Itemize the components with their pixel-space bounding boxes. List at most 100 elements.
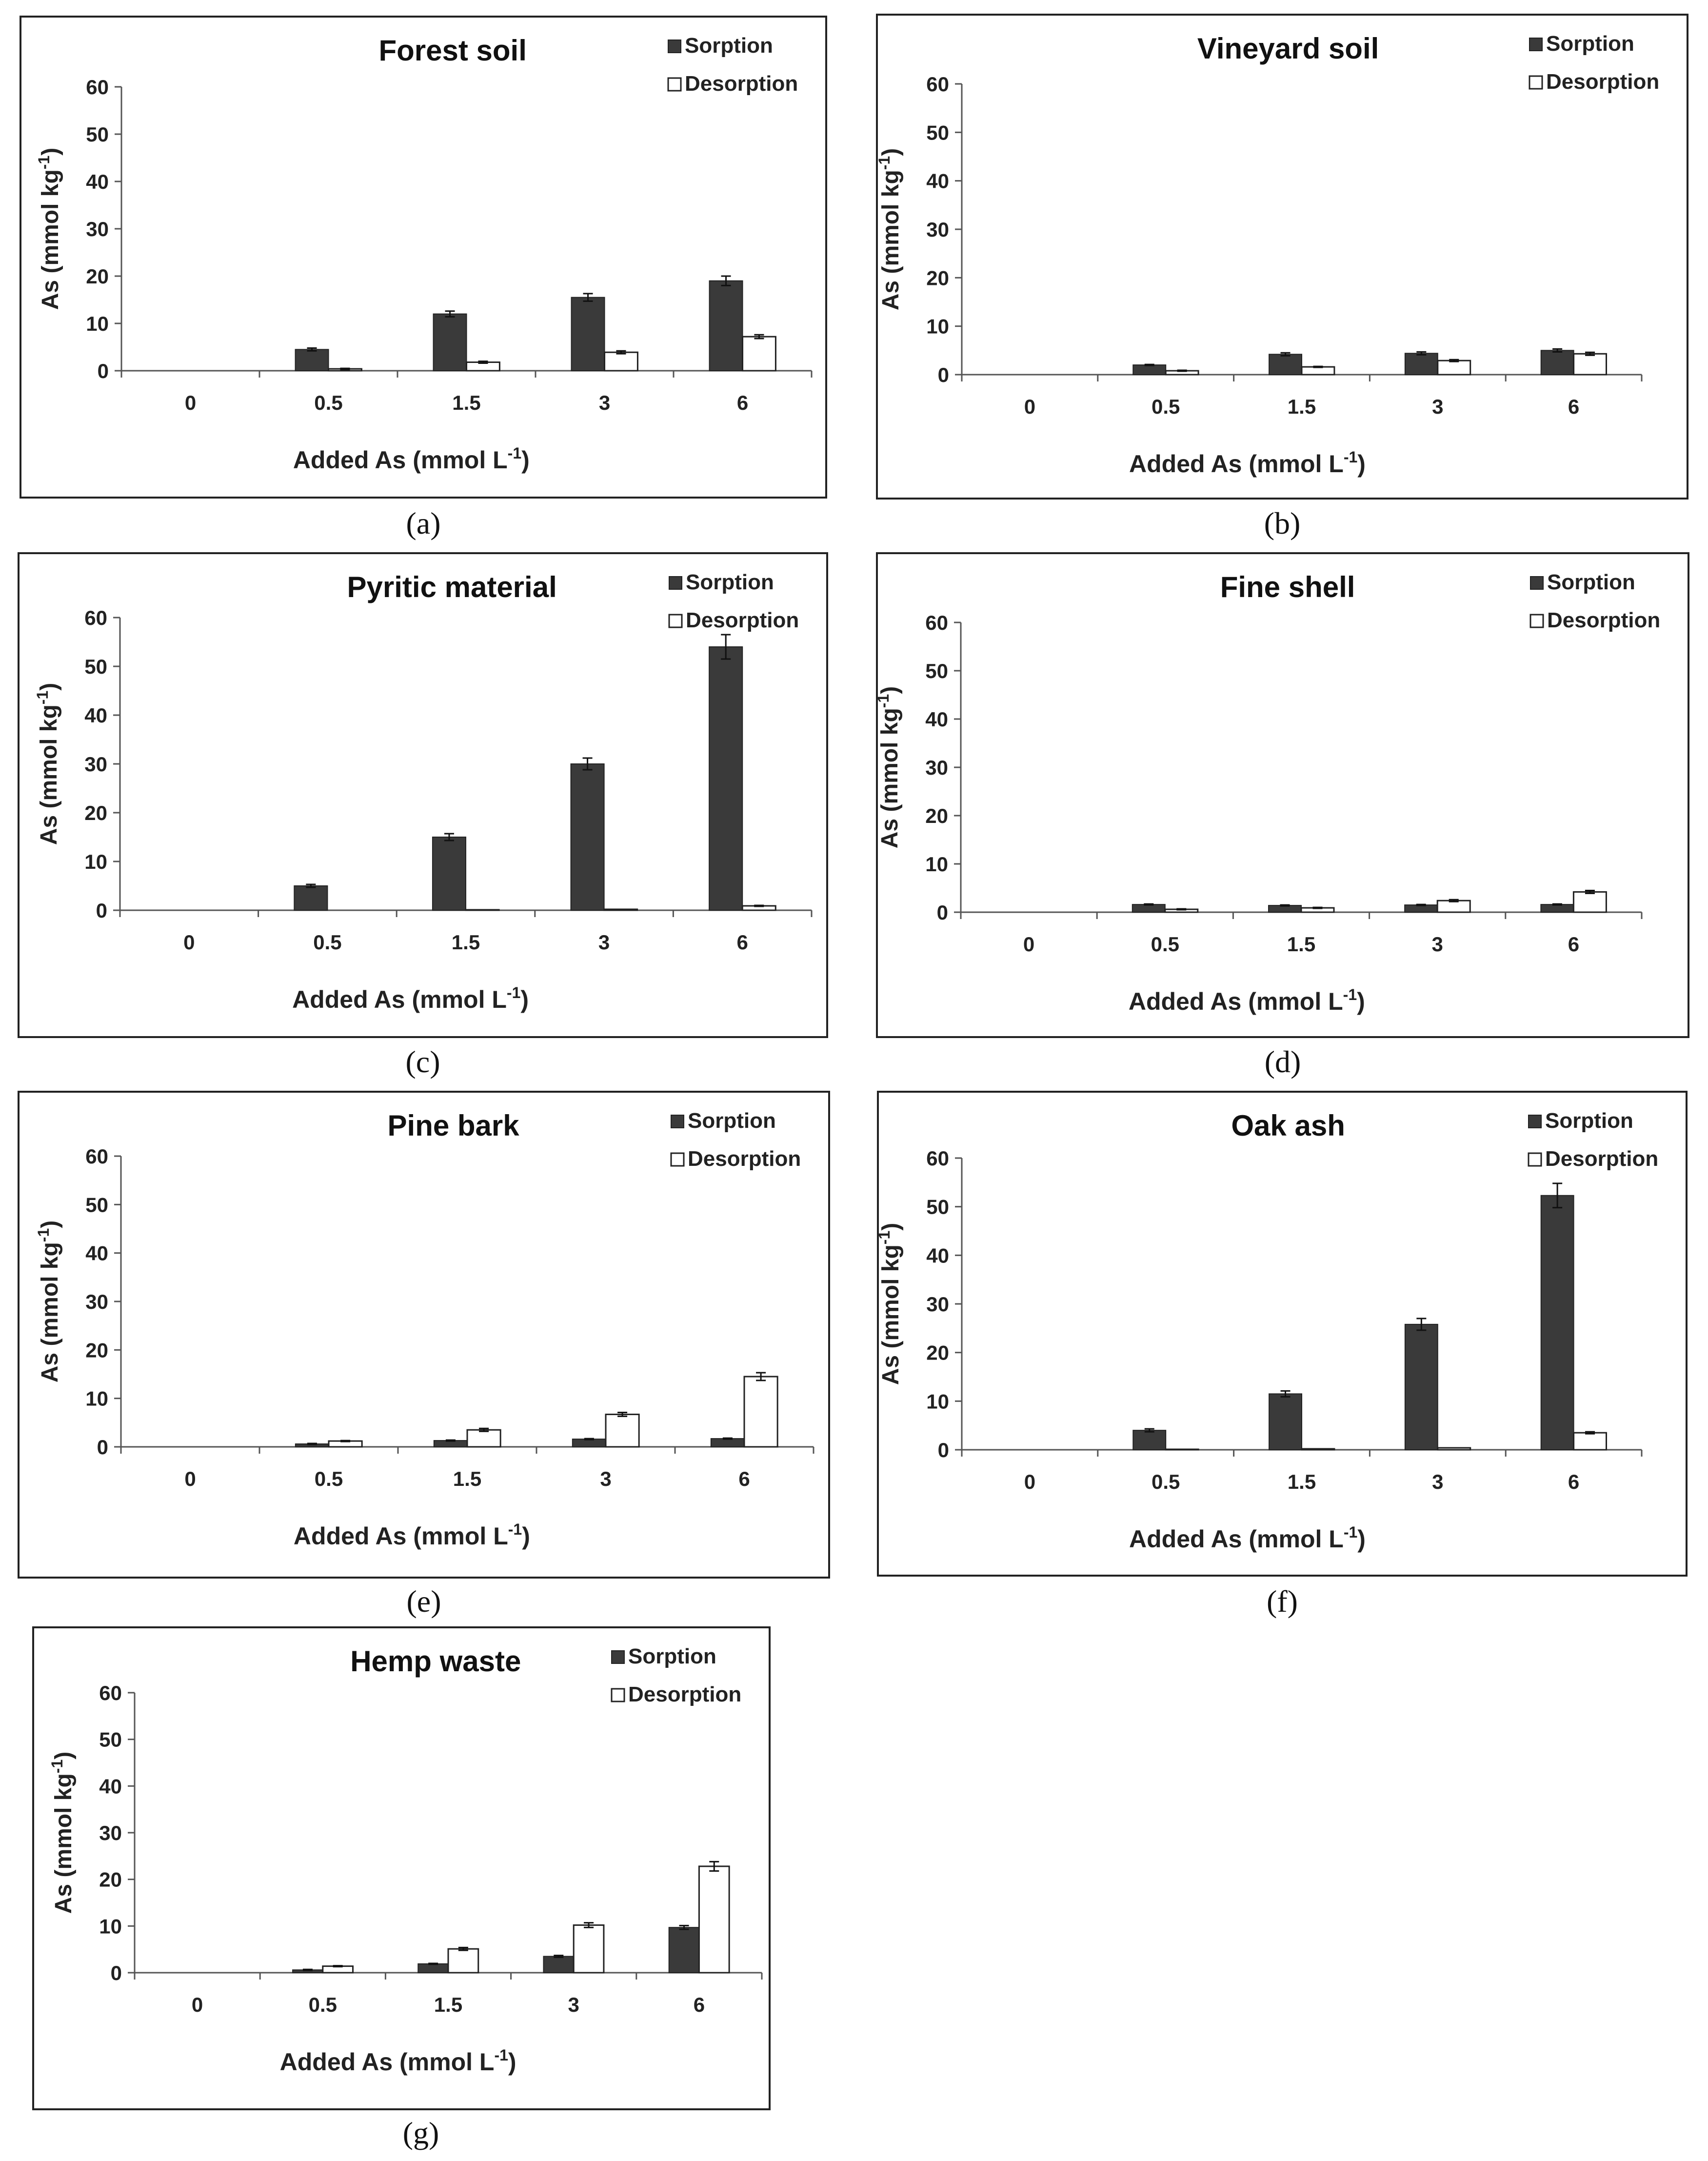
y-tick-label: 0 (98, 360, 109, 382)
y-tick-label: 50 (925, 660, 948, 682)
legend-swatch-desorption (668, 614, 683, 628)
panel-label-d: (d) (1264, 1044, 1301, 1079)
chart-svg: Oak ash SorptionDesorption0102030405060As… (879, 1109, 1658, 1553)
x-axis-title-main: Added As (mmol L (294, 1522, 508, 1550)
x-axis-title-end: ) (1357, 988, 1365, 1015)
x-tick-label: 3 (1432, 933, 1443, 956)
x-tick-label: 0.5 (309, 1993, 337, 2016)
x-tick-label: 6 (738, 1467, 750, 1490)
legend-label-sorption: Sorption (628, 1644, 716, 1668)
x-axis-title-main: Added As (mmol L (293, 446, 508, 474)
bar-desorption (742, 336, 776, 372)
y-tick-label: 60 (925, 611, 948, 634)
x-axis-title-sup: -1 (1344, 448, 1357, 466)
bar-sorption (417, 1963, 449, 1973)
y-tick-label: 60 (926, 73, 949, 96)
bar-desorption (1436, 900, 1471, 913)
y-tick-label: 0 (111, 1961, 122, 1984)
bar-sorption (1269, 1393, 1303, 1451)
bar-desorption (743, 1376, 778, 1448)
chart-panel-forest-soil: Forest soil Sorption Desorption 0 10 20 30 40 50… (20, 16, 827, 499)
y-axis-title-end: ) (51, 1752, 77, 1760)
y-tick-label: 10 (84, 850, 107, 873)
legend-swatch-sorption (1529, 38, 1543, 51)
y-axis-title-end: ) (878, 148, 904, 156)
x-axis-title-sup: -1 (507, 984, 520, 1001)
y-axis-title-main: As (mmol kg (38, 169, 63, 310)
legend-swatch-desorption (1528, 1152, 1542, 1167)
bar-sorption (433, 313, 467, 371)
bar-desorption (1573, 1432, 1608, 1451)
x-tick-label: 3 (598, 931, 610, 954)
y-axis-title: As (mmol kg-1) (34, 683, 62, 845)
bar-sorption (1404, 1323, 1438, 1450)
chart-svg: Fine shell SorptionDesorption010203040506… (878, 570, 1660, 1015)
legend-label-sorption: Sorption (685, 34, 773, 58)
y-axis-title-end: ) (878, 686, 903, 694)
legend-label-desorption: Desorption (685, 72, 798, 96)
y-axis-title-end: ) (38, 148, 63, 156)
legend-label-sorption: Sorption (688, 1109, 776, 1133)
x-tick-label: 0.5 (1152, 395, 1180, 418)
chart-title: Vineyard soil (1197, 32, 1379, 65)
y-tick-label: 40 (926, 170, 949, 193)
legend-swatch-sorption (1528, 1115, 1542, 1128)
y-axis-title: As (mmol kg-1) (878, 686, 903, 848)
x-tick-label: 0 (1024, 395, 1035, 418)
x-axis-title: Added As (mmol L-1) (292, 984, 529, 1013)
x-tick-label: 3 (599, 391, 610, 414)
x-tick-label: 6 (1568, 1470, 1579, 1493)
bar-desorption (1437, 1447, 1471, 1451)
y-tick-label: 40 (926, 1244, 949, 1267)
bar-desorption (604, 351, 638, 372)
x-tick-label: 0.5 (1152, 1470, 1180, 1493)
panel-label-g: (g) (402, 2116, 439, 2150)
panel-label-b: (b) (1264, 506, 1301, 540)
x-axis-title-end: ) (522, 1522, 530, 1550)
bar-sorption (543, 1956, 575, 1973)
x-axis-title-main: Added As (mmol L (280, 2048, 495, 2076)
y-tick-label: 30 (926, 1293, 949, 1316)
x-axis-title: Added As (mmol L-1) (280, 2046, 516, 2076)
bar-desorption (1437, 360, 1471, 376)
y-tick-label: 20 (925, 804, 948, 827)
y-axis-title-sup: -1 (35, 156, 53, 169)
x-tick-label: 1.5 (452, 391, 480, 414)
x-tick-label: 3 (1432, 1470, 1443, 1493)
y-axis-title-sup: -1 (35, 1228, 52, 1242)
x-tick-label: 6 (694, 1993, 705, 2016)
x-tick-label: 0.5 (1151, 933, 1179, 956)
bar-sorption (432, 837, 466, 911)
panel-label-c: (c) (405, 1044, 440, 1079)
chart-svg: Hemp waste SorptionDesorption010203040506… (48, 1644, 763, 2076)
y-axis-title-sup: -1 (878, 694, 892, 708)
bar-sorption (571, 297, 605, 372)
x-axis-title: Added As (mmol L-1) (1129, 448, 1366, 478)
legend-swatch-desorption (1529, 614, 1544, 628)
bar-desorption (1301, 1448, 1335, 1451)
chart-title: Forest soil (378, 34, 526, 67)
y-axis-title: As (mmol kg-1) (48, 1752, 77, 1914)
legend-label-desorption: Desorption (1546, 70, 1659, 94)
x-tick-label: 0 (192, 1993, 203, 2016)
bar-desorption (447, 1948, 479, 1974)
y-axis-title-main: As (mmol kg (51, 1773, 77, 1914)
bar-sorption (294, 885, 328, 911)
y-tick-label: 30 (925, 756, 948, 779)
x-tick-label: 3 (568, 1993, 579, 2016)
y-axis-title-main: As (mmol kg (878, 170, 904, 310)
x-axis-title-sup: -1 (494, 2046, 508, 2064)
y-tick-label: 60 (86, 76, 109, 99)
y-tick-label: 10 (926, 315, 949, 338)
y-axis-title-sup: -1 (34, 691, 51, 704)
x-axis-title-main: Added As (mmol L (1129, 1525, 1344, 1553)
y-tick-label: 50 (84, 655, 107, 678)
legend-label-sorption: Sorption (1547, 570, 1635, 594)
y-axis-title-sup: -1 (878, 156, 893, 170)
bar-sorption (295, 349, 329, 371)
y-axis-title-end: ) (879, 1223, 904, 1231)
chart-svg: Pine bark SorptionDesorption0102030405060… (35, 1109, 814, 1550)
y-tick-label: 30 (99, 1821, 122, 1844)
chart-panel-hemp-waste: Hemp waste Sorption Desorption 0 10 20 30 40 50 6… (32, 1626, 771, 2110)
chart-panel-oak-ash: Oak ash Sorption Desorption 0 10 20 30 40 50 60 As… (877, 1091, 1688, 1577)
